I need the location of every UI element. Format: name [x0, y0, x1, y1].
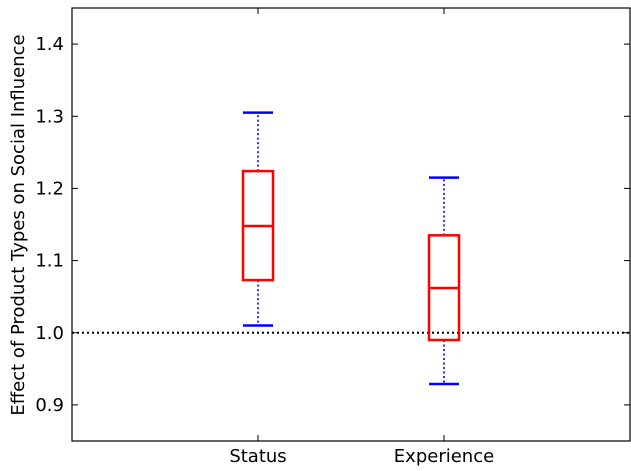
y-tick-label: 1.4 — [35, 34, 64, 55]
y-tick-label: 1.0 — [35, 323, 64, 344]
y-axis-label: Effect of Product Types on Social Influe… — [8, 34, 29, 415]
y-tick-label: 0.9 — [35, 395, 64, 416]
y-tick-label: 1.3 — [35, 106, 64, 127]
x-tick-label: Experience — [394, 446, 494, 466]
y-tick-label: 1.2 — [35, 178, 64, 199]
plot-layer: 0.9 1.0 1.1 1.2 1.3 1.4 Status Experience — [35, 7, 631, 467]
x-tick-label: Status — [229, 446, 286, 466]
y-tick-label: 1.1 — [35, 251, 64, 272]
plot-frame — [71, 7, 631, 442]
